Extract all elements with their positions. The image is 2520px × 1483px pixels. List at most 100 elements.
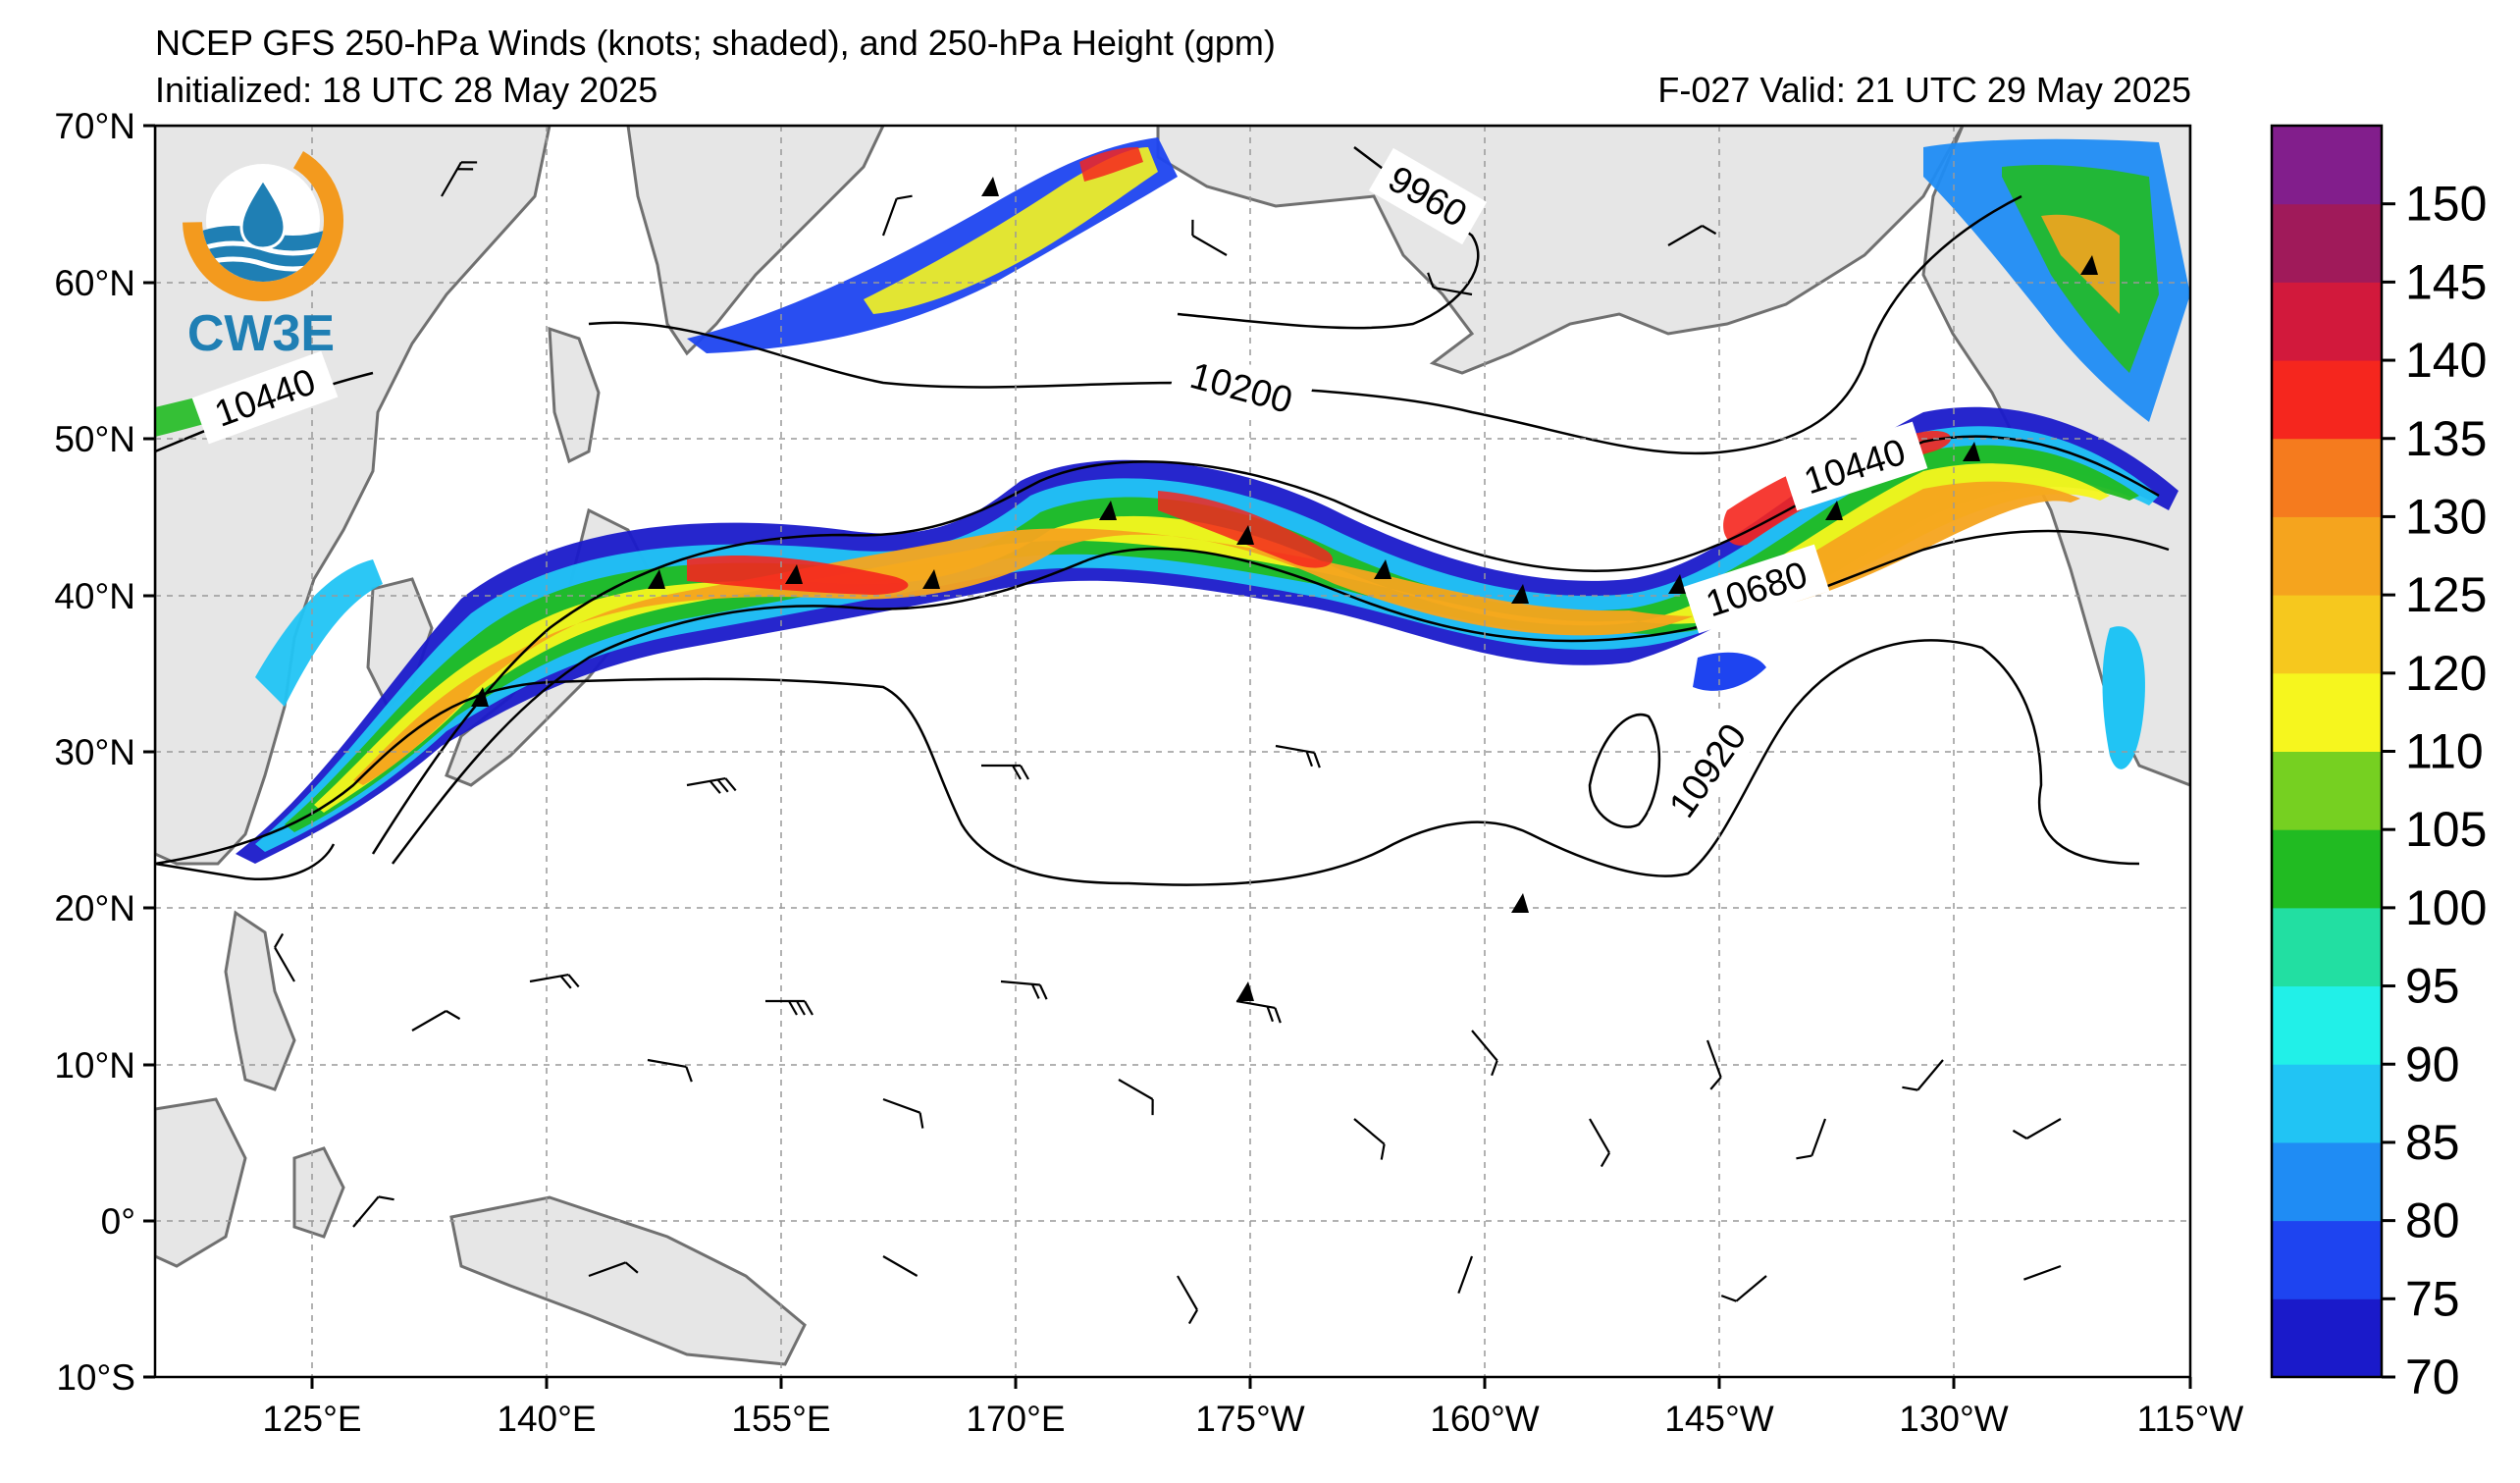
colorbar-swatch bbox=[2272, 1220, 2382, 1299]
colorbar-swatch bbox=[2272, 126, 2382, 205]
wind-barb bbox=[765, 999, 814, 1016]
colorbar: 70 75 80 85 90 95 100 105 110 120 125 130 135 140 145 1… bbox=[2270, 124, 2487, 1404]
jet-patch-central bbox=[1693, 652, 1766, 691]
wind-barb bbox=[882, 1255, 919, 1277]
lat-label: 10°N bbox=[54, 1045, 135, 1086]
lon-label: 170°E bbox=[966, 1399, 1065, 1439]
colorbar-ticks: 70 75 80 85 90 95 100 105 110 120 125 130 135 140 145 1… bbox=[2382, 177, 2487, 1404]
pennant bbox=[471, 687, 489, 707]
pennant bbox=[1963, 442, 1980, 461]
pennant bbox=[785, 564, 803, 584]
contour-10920 bbox=[155, 639, 2140, 886]
jet-bering-inner bbox=[864, 147, 1158, 314]
colorbar-tick-label: 105 bbox=[2405, 802, 2487, 857]
wind-barb bbox=[1118, 1079, 1154, 1116]
colorbar-swatch bbox=[2272, 516, 2382, 596]
wind-barb bbox=[1902, 1059, 1944, 1091]
land-layer: 9960 10200 10440 10440 10680 10920 bbox=[155, 126, 2190, 1377]
colorbar-tick-label: 90 bbox=[2405, 1036, 2460, 1091]
pennant bbox=[648, 569, 665, 589]
pennant bbox=[1374, 559, 1391, 579]
colorbar-tick-label: 130 bbox=[2405, 489, 2487, 544]
map-area: 9960 10200 10440 10440 10680 10920 bbox=[54, 106, 2243, 1439]
lon-label: 130°W bbox=[1899, 1399, 2009, 1439]
contour-10200 bbox=[588, 194, 2022, 455]
land-philippines bbox=[224, 910, 296, 1091]
pennant bbox=[1825, 501, 1843, 520]
lon-label: 115°W bbox=[2137, 1399, 2244, 1439]
contour-10680 bbox=[392, 529, 2170, 865]
pennant bbox=[1236, 525, 1254, 545]
wind-barbs bbox=[274, 161, 2062, 1325]
colorbar-tick-label: 75 bbox=[2405, 1271, 2460, 1326]
lon-label: 140°E bbox=[497, 1399, 596, 1439]
colorbar-tick-label: 110 bbox=[2405, 724, 2484, 779]
wind-barb bbox=[411, 1010, 461, 1032]
colorbar-tick-label: 80 bbox=[2405, 1193, 2460, 1248]
wind-barb bbox=[352, 1195, 394, 1228]
pennant bbox=[2080, 255, 2098, 275]
lat-label: 10°S bbox=[56, 1357, 135, 1398]
land-sulawesi bbox=[292, 1146, 345, 1239]
wind-barb bbox=[881, 194, 913, 237]
jet-streak-135kt-central bbox=[1158, 491, 1334, 568]
land-alaska bbox=[1156, 126, 1965, 375]
colorbar-swatch bbox=[2272, 282, 2382, 361]
colorbar-swatch bbox=[2272, 907, 2382, 987]
wind-barb bbox=[686, 776, 737, 794]
wind-barb bbox=[981, 764, 1029, 780]
colorbar-swatch bbox=[2272, 203, 2382, 283]
lon-label: 155°E bbox=[731, 1399, 830, 1439]
colorbar-swatch bbox=[2272, 438, 2382, 517]
lat-label: 60°N bbox=[54, 263, 135, 303]
wind-barb bbox=[1000, 980, 1048, 1000]
lat-label: 40°N bbox=[54, 576, 135, 616]
colorbar-tick-label: 100 bbox=[2405, 880, 2487, 935]
colorbar-tick-label: 140 bbox=[2405, 333, 2487, 388]
wind-barb bbox=[1427, 272, 1473, 296]
wind-barb bbox=[882, 1097, 924, 1129]
colorbar-swatch bbox=[2272, 595, 2382, 674]
pennant bbox=[1511, 584, 1529, 604]
wind-barb bbox=[1589, 1118, 1610, 1168]
colorbar-swatch bbox=[2272, 1298, 2382, 1378]
colorbar-swatch bbox=[2272, 829, 2382, 909]
wind-barb bbox=[647, 1058, 693, 1083]
lon-label: 145°W bbox=[1664, 1399, 1774, 1439]
wind-barb bbox=[2023, 1264, 2062, 1281]
colorbar-swatch bbox=[2272, 751, 2382, 830]
valid-time: F-027 Valid: 21 UTC 29 May 2025 bbox=[1657, 70, 2191, 110]
pennant bbox=[1099, 501, 1117, 520]
wind-barb bbox=[1667, 225, 1717, 246]
colorbar-swatches bbox=[2272, 126, 2382, 1378]
pennant bbox=[1511, 893, 1529, 913]
lat-label: 30°N bbox=[54, 732, 135, 772]
wind-barb bbox=[588, 1261, 639, 1278]
lat-label: 70°N bbox=[54, 106, 135, 146]
wind-barb bbox=[1471, 1030, 1498, 1077]
graticule bbox=[155, 126, 2190, 1377]
colorbar-swatch bbox=[2272, 1141, 2382, 1222]
axis-ticks bbox=[143, 124, 2192, 1389]
logo-text: CW3E bbox=[187, 305, 335, 362]
wind-barb bbox=[1796, 1118, 1827, 1160]
jet-canada-core bbox=[2041, 214, 2120, 314]
colorbar-tick-label: 95 bbox=[2405, 959, 2460, 1014]
lat-label: 50°N bbox=[54, 419, 135, 459]
colorbar-tick-label: 145 bbox=[2405, 254, 2487, 309]
init-time: Initialized: 18 UTC 28 May 2025 bbox=[155, 70, 658, 110]
jet-bering-core bbox=[1079, 147, 1143, 182]
land-kamchatka bbox=[626, 126, 885, 356]
land-sakhalin bbox=[548, 326, 601, 464]
pennant bbox=[1668, 574, 1686, 594]
contour-10920-loop bbox=[1588, 713, 1661, 828]
wind-barb bbox=[1275, 744, 1321, 768]
wind-barb bbox=[1720, 1275, 1767, 1302]
land-borneo bbox=[155, 1097, 247, 1268]
land-asia bbox=[155, 126, 551, 866]
colorbar-swatch bbox=[2272, 672, 2382, 752]
longitude-labels: 125°E 140°E 155°E 170°E 175°W 160°W 145°… bbox=[262, 1399, 2243, 1439]
wind-barb bbox=[1706, 1039, 1722, 1090]
wind-barb bbox=[1353, 1118, 1386, 1160]
jet-band-125kt bbox=[353, 481, 2080, 785]
